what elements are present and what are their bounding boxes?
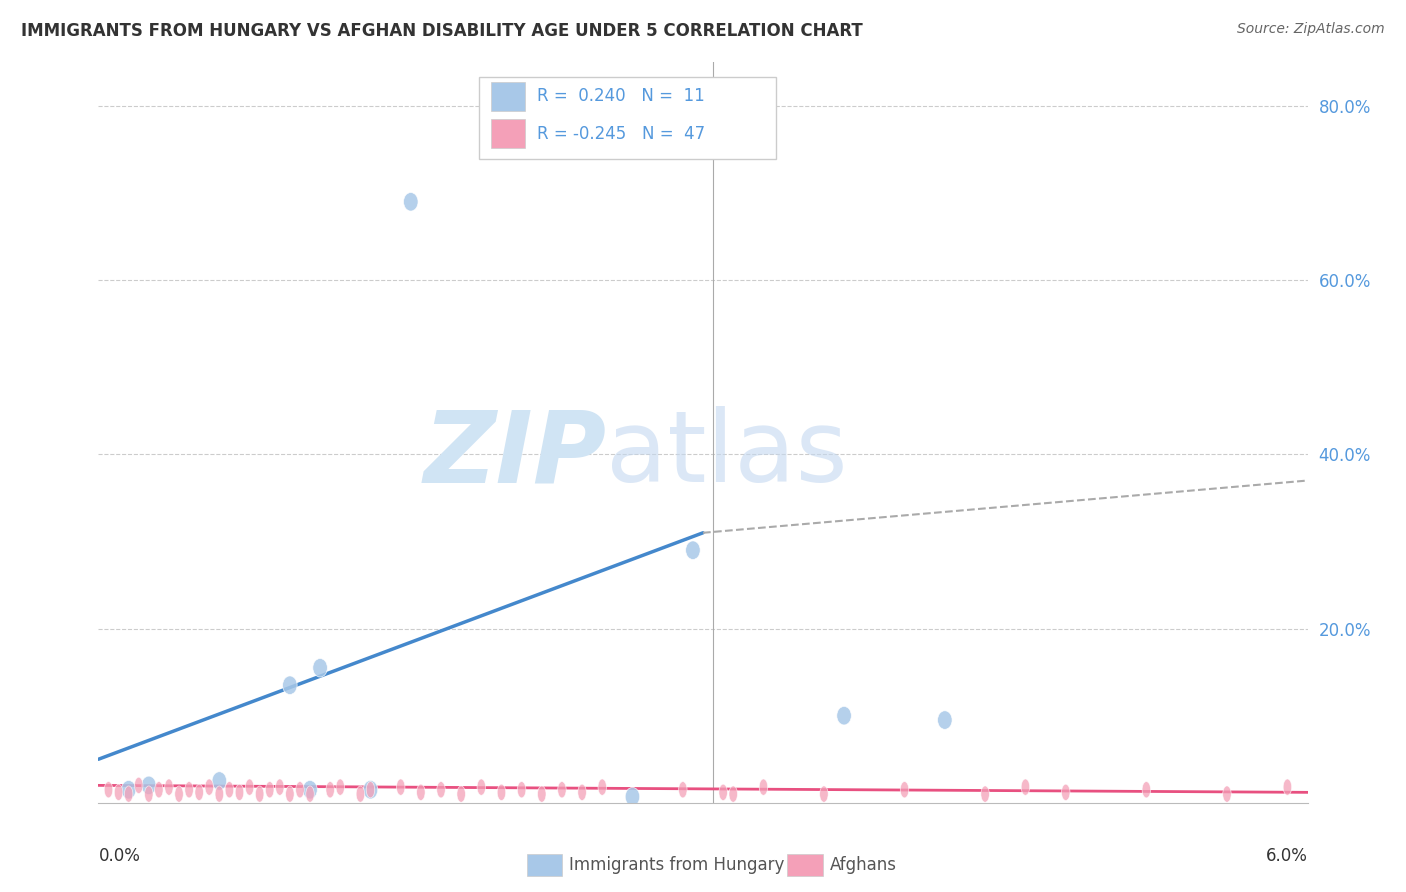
Ellipse shape [537, 786, 546, 802]
Ellipse shape [114, 784, 122, 800]
Ellipse shape [121, 780, 136, 799]
Ellipse shape [225, 781, 233, 797]
Ellipse shape [305, 786, 315, 802]
Ellipse shape [174, 786, 183, 802]
Ellipse shape [820, 786, 828, 802]
Text: 0.0%: 0.0% [98, 847, 141, 865]
Ellipse shape [295, 781, 304, 797]
Ellipse shape [283, 676, 297, 695]
FancyBboxPatch shape [492, 120, 526, 147]
Ellipse shape [981, 786, 990, 802]
Ellipse shape [718, 784, 727, 800]
Ellipse shape [517, 781, 526, 797]
Ellipse shape [142, 776, 156, 795]
Ellipse shape [314, 658, 328, 677]
Ellipse shape [195, 784, 204, 800]
Ellipse shape [1021, 779, 1029, 796]
Text: Immigrants from Hungary: Immigrants from Hungary [569, 856, 785, 874]
Ellipse shape [276, 779, 284, 796]
Ellipse shape [165, 779, 173, 796]
FancyBboxPatch shape [479, 78, 776, 159]
Ellipse shape [184, 781, 194, 797]
Ellipse shape [938, 711, 952, 730]
Ellipse shape [356, 786, 364, 802]
Ellipse shape [686, 541, 700, 559]
FancyBboxPatch shape [492, 82, 526, 111]
Ellipse shape [302, 780, 318, 799]
Ellipse shape [363, 780, 378, 799]
Ellipse shape [1142, 781, 1150, 797]
Ellipse shape [578, 784, 586, 800]
Ellipse shape [145, 786, 153, 802]
Ellipse shape [558, 781, 567, 797]
Ellipse shape [124, 786, 134, 802]
Ellipse shape [759, 779, 768, 796]
Text: IMMIGRANTS FROM HUNGARY VS AFGHAN DISABILITY AGE UNDER 5 CORRELATION CHART: IMMIGRANTS FROM HUNGARY VS AFGHAN DISABI… [21, 22, 863, 40]
Ellipse shape [135, 777, 143, 794]
Ellipse shape [416, 784, 425, 800]
Ellipse shape [1284, 779, 1292, 796]
Ellipse shape [235, 784, 243, 800]
Ellipse shape [728, 786, 738, 802]
Ellipse shape [457, 786, 465, 802]
Ellipse shape [598, 779, 606, 796]
Ellipse shape [1223, 786, 1232, 802]
Text: Source: ZipAtlas.com: Source: ZipAtlas.com [1237, 22, 1385, 37]
Ellipse shape [626, 788, 640, 806]
Ellipse shape [215, 786, 224, 802]
Ellipse shape [104, 781, 112, 797]
Ellipse shape [245, 779, 254, 796]
Text: R = -0.245   N =  47: R = -0.245 N = 47 [537, 125, 706, 143]
Ellipse shape [477, 779, 485, 796]
Ellipse shape [212, 772, 226, 790]
Ellipse shape [285, 786, 294, 802]
Ellipse shape [155, 781, 163, 797]
Text: atlas: atlas [606, 407, 848, 503]
Ellipse shape [396, 779, 405, 796]
Text: R =  0.240   N =  11: R = 0.240 N = 11 [537, 87, 704, 105]
Ellipse shape [256, 786, 264, 802]
Ellipse shape [1062, 784, 1070, 800]
Ellipse shape [266, 781, 274, 797]
Text: ZIP: ZIP [423, 407, 606, 503]
Ellipse shape [366, 781, 375, 797]
Ellipse shape [437, 781, 446, 797]
Ellipse shape [679, 781, 688, 797]
Ellipse shape [205, 779, 214, 796]
Text: Afghans: Afghans [830, 856, 897, 874]
Text: 6.0%: 6.0% [1265, 847, 1308, 865]
Ellipse shape [336, 779, 344, 796]
Ellipse shape [837, 706, 851, 725]
Ellipse shape [900, 781, 908, 797]
Ellipse shape [326, 781, 335, 797]
Ellipse shape [498, 784, 506, 800]
Ellipse shape [404, 193, 418, 211]
